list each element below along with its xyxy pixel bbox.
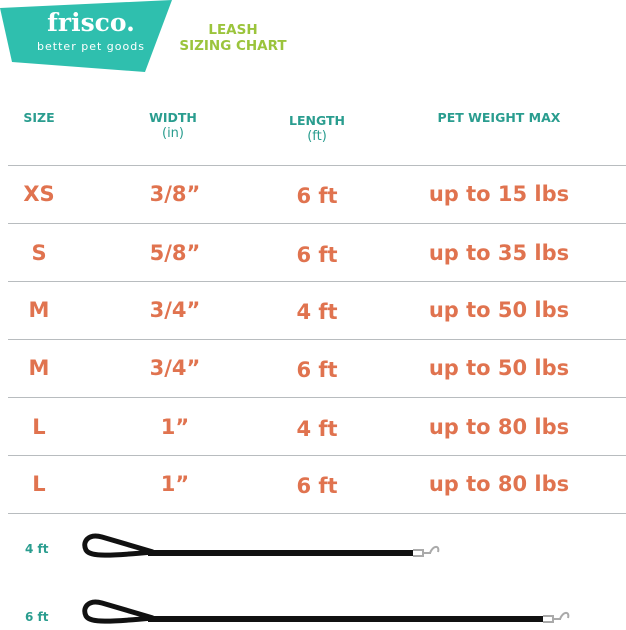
leash-6ft-icon (82, 599, 570, 624)
header-label: PET WEIGHT MAX (437, 110, 561, 125)
cell-width: 3/8” (149, 182, 201, 206)
cell-length: 6 ft (296, 184, 338, 208)
header-size: SIZE (0, 110, 78, 126)
cell-length: 4 ft (296, 300, 338, 324)
cell-size: M (28, 298, 50, 322)
cell-pet-weight-max: up to 50 lbs (428, 298, 570, 322)
leash-label-4ft: 4 ft (25, 542, 49, 556)
cell-size: XS (23, 182, 55, 206)
cell-length: 6 ft (296, 243, 338, 267)
header-label: SIZE (23, 110, 55, 125)
header-width: WIDTH (in) (123, 110, 223, 142)
header-unit: (in) (162, 126, 184, 141)
header-length: LENGTH (ft) (267, 113, 367, 145)
cell-pet-weight-max: up to 15 lbs (428, 182, 570, 206)
row-divider (8, 513, 626, 514)
cell-width: 3/4” (149, 356, 201, 380)
row-divider (8, 281, 626, 282)
cell-length: 6 ft (296, 358, 338, 382)
cell-size: L (32, 472, 46, 496)
title-line-2: SIZING CHART (179, 38, 287, 54)
header-unit: (ft) (307, 129, 327, 144)
row-divider (8, 397, 626, 398)
cell-pet-weight-max: up to 50 lbs (428, 356, 570, 380)
leash-label-6ft: 6 ft (25, 610, 49, 624)
cell-width: 3/4” (149, 298, 201, 322)
cell-size: S (31, 241, 47, 265)
leash-4ft-icon (82, 533, 440, 558)
title-line-1: LEASH (208, 22, 258, 38)
row-divider (8, 223, 626, 224)
header-pet-weight-max: PET WEIGHT MAX (399, 110, 599, 126)
brand-logo-badge (0, 0, 172, 72)
row-divider (8, 455, 626, 456)
cell-pet-weight-max: up to 35 lbs (428, 241, 570, 265)
cell-length: 4 ft (296, 417, 338, 441)
chart-title: LEASH SIZING CHART (168, 22, 298, 54)
brand-tagline: better pet goods (37, 40, 145, 53)
cell-size: M (28, 356, 50, 380)
cell-length: 6 ft (296, 474, 338, 498)
brand-name: frisco. (47, 8, 135, 37)
cell-pet-weight-max: up to 80 lbs (428, 415, 570, 439)
header-label: LENGTH (289, 113, 345, 128)
cell-pet-weight-max: up to 80 lbs (428, 472, 570, 496)
row-divider (8, 165, 626, 166)
cell-size: L (32, 415, 46, 439)
cell-width: 1” (160, 472, 190, 496)
row-divider (8, 339, 626, 340)
header-label: WIDTH (149, 110, 197, 125)
cell-width: 1” (160, 415, 190, 439)
cell-width: 5/8” (149, 241, 201, 265)
